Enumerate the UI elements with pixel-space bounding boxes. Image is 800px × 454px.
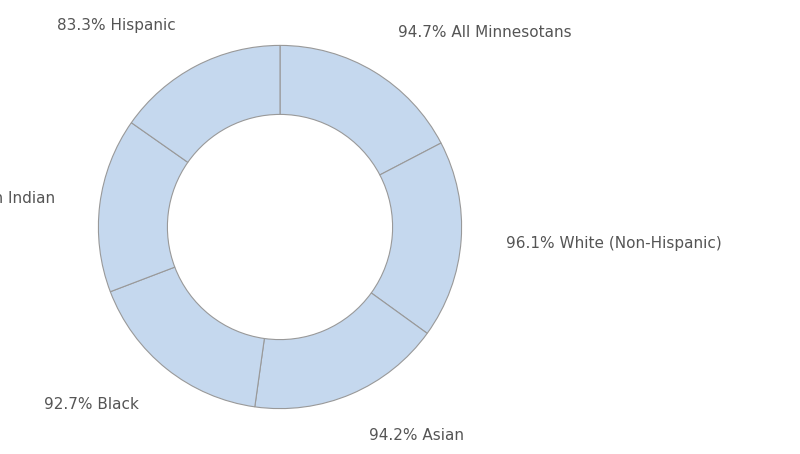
Text: 96.1% White (Non-Hispanic): 96.1% White (Non-Hispanic)	[506, 236, 722, 251]
Wedge shape	[98, 123, 188, 292]
Text: 84.8% American Indian: 84.8% American Indian	[0, 192, 54, 207]
Wedge shape	[371, 143, 462, 333]
Wedge shape	[254, 293, 427, 409]
Text: 92.7% Black: 92.7% Black	[44, 397, 138, 412]
Text: 83.3% Hispanic: 83.3% Hispanic	[57, 18, 175, 33]
Text: 94.2% Asian: 94.2% Asian	[369, 428, 464, 443]
Wedge shape	[280, 45, 441, 175]
Wedge shape	[131, 45, 280, 163]
Wedge shape	[110, 267, 264, 407]
Text: 94.7% All Minnesotans: 94.7% All Minnesotans	[398, 25, 571, 40]
